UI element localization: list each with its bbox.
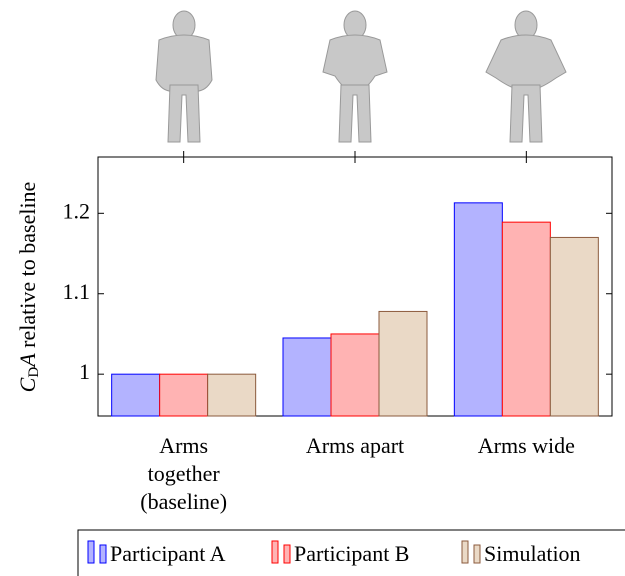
y-tick-label: 1 — [79, 359, 90, 384]
bar — [208, 374, 256, 416]
legend-swatch — [462, 541, 468, 563]
legend-swatch — [474, 545, 480, 563]
legend-label: Participant A — [110, 541, 225, 567]
legend-label: Participant B — [294, 541, 409, 567]
legend-swatch — [272, 541, 278, 563]
legend-swatch — [100, 545, 106, 563]
bar — [331, 334, 379, 416]
chart: CDA relative to baseline 1 1.1 1.2 — [0, 0, 625, 576]
page: CDA relative to baseline 1 1.1 1.2 Arms to… — [0, 0, 625, 576]
bar — [454, 203, 502, 416]
y-tick-label: 1.2 — [63, 198, 91, 223]
bar — [379, 311, 427, 416]
bar — [550, 237, 598, 416]
legend-swatch — [88, 541, 94, 563]
x-tick-label: Arms apart — [295, 432, 415, 460]
legend-label: Simulation — [484, 541, 581, 567]
x-tick-label: Arms together (baseline) — [124, 432, 244, 516]
bar — [502, 222, 550, 416]
bar — [112, 374, 160, 416]
figures — [156, 11, 566, 142]
bar — [283, 338, 331, 416]
y-tick-label: 1.1 — [63, 279, 91, 304]
x-tick-label: Arms wide — [466, 432, 586, 460]
y-axis-label: CDA relative to baseline — [15, 182, 42, 393]
bar — [160, 374, 208, 416]
legend-swatch — [284, 545, 290, 563]
